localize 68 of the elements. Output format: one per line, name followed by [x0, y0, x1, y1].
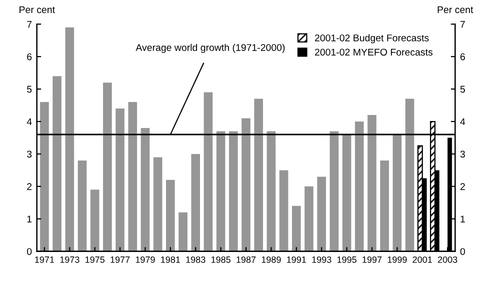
- x-tick-label: 1989: [262, 256, 281, 263]
- y-tick-label: 7: [27, 20, 32, 28]
- bar: [204, 92, 213, 252]
- x-tick-label: 1991: [287, 256, 306, 263]
- y-tick-label: 2: [27, 183, 32, 190]
- bar: [40, 102, 49, 252]
- bar: [216, 131, 226, 252]
- bar: [368, 115, 376, 252]
- x-tick-label: 2003: [438, 256, 458, 263]
- bar: [153, 157, 162, 252]
- bar: [342, 134, 352, 252]
- x-tick-label: 1971: [35, 256, 54, 263]
- bar: [103, 82, 112, 252]
- y-axis-title: Per cent: [20, 6, 55, 14]
- y2-tick-label: 3: [460, 150, 465, 158]
- y-tick-label: 4: [26, 118, 32, 126]
- bar: [191, 154, 200, 252]
- bar: [90, 190, 100, 252]
- y2-tick-label: 0: [460, 248, 465, 255]
- bar: [140, 128, 150, 252]
- x-tick-label: 1981: [161, 256, 180, 263]
- bar: [52, 76, 62, 252]
- y-tick-label: 1: [27, 216, 32, 222]
- bar: [166, 180, 175, 252]
- bar: [266, 131, 276, 252]
- bar: [330, 131, 339, 252]
- bar: [78, 160, 87, 252]
- y-tick-label: 5: [27, 86, 32, 93]
- bar: [128, 102, 138, 252]
- y-tick-label: 6: [27, 53, 32, 60]
- bar: [228, 131, 238, 252]
- y-tick-label: 0: [27, 248, 32, 255]
- x-tick-label: 2001: [412, 256, 432, 263]
- bar: [380, 160, 389, 252]
- y2-tick-label: 4: [460, 118, 466, 126]
- y2-axis-title: Per cent: [438, 6, 474, 14]
- bar: [242, 118, 250, 252]
- legend-label: 2001-02 Budget Forecasts: [314, 34, 429, 44]
- x-tick-label: 1973: [60, 256, 80, 263]
- bar: [292, 206, 301, 252]
- x-tick-label: 1993: [312, 256, 332, 263]
- y2-tick-label: 2: [460, 183, 465, 190]
- bar: [178, 212, 188, 252]
- x-tick-label: 1983: [186, 256, 206, 263]
- bar: [392, 134, 402, 252]
- x-tick-label: 1979: [136, 256, 155, 263]
- bar: [279, 170, 288, 252]
- bar: [354, 122, 364, 252]
- bar: [65, 27, 74, 252]
- x-tick-label: 1987: [236, 256, 256, 263]
- y2-tick-label: 1: [460, 216, 465, 222]
- x-tick-label: 1985: [211, 256, 230, 263]
- bar: [254, 98, 264, 252]
- annotation: Average world growth (1971-2000): [136, 44, 285, 53]
- y2-tick-label: 5: [460, 86, 465, 93]
- x-tick-label: 1999: [388, 256, 407, 263]
- x-tick-label: 1975: [85, 256, 105, 263]
- bar: [405, 98, 414, 252]
- y-tick-label: 3: [27, 150, 32, 158]
- y2-tick-label: 6: [460, 53, 465, 60]
- bar: [116, 108, 124, 252]
- x-tick-label: 1997: [362, 256, 382, 263]
- legend-label: 2001-02 MYEFO Forecasts: [314, 48, 432, 56]
- x-tick-label: 1995: [337, 256, 356, 263]
- bar: [317, 176, 326, 252]
- x-tick-label: 1977: [110, 256, 130, 263]
- y2-tick-label: 7: [460, 20, 465, 28]
- bar: [304, 186, 314, 252]
